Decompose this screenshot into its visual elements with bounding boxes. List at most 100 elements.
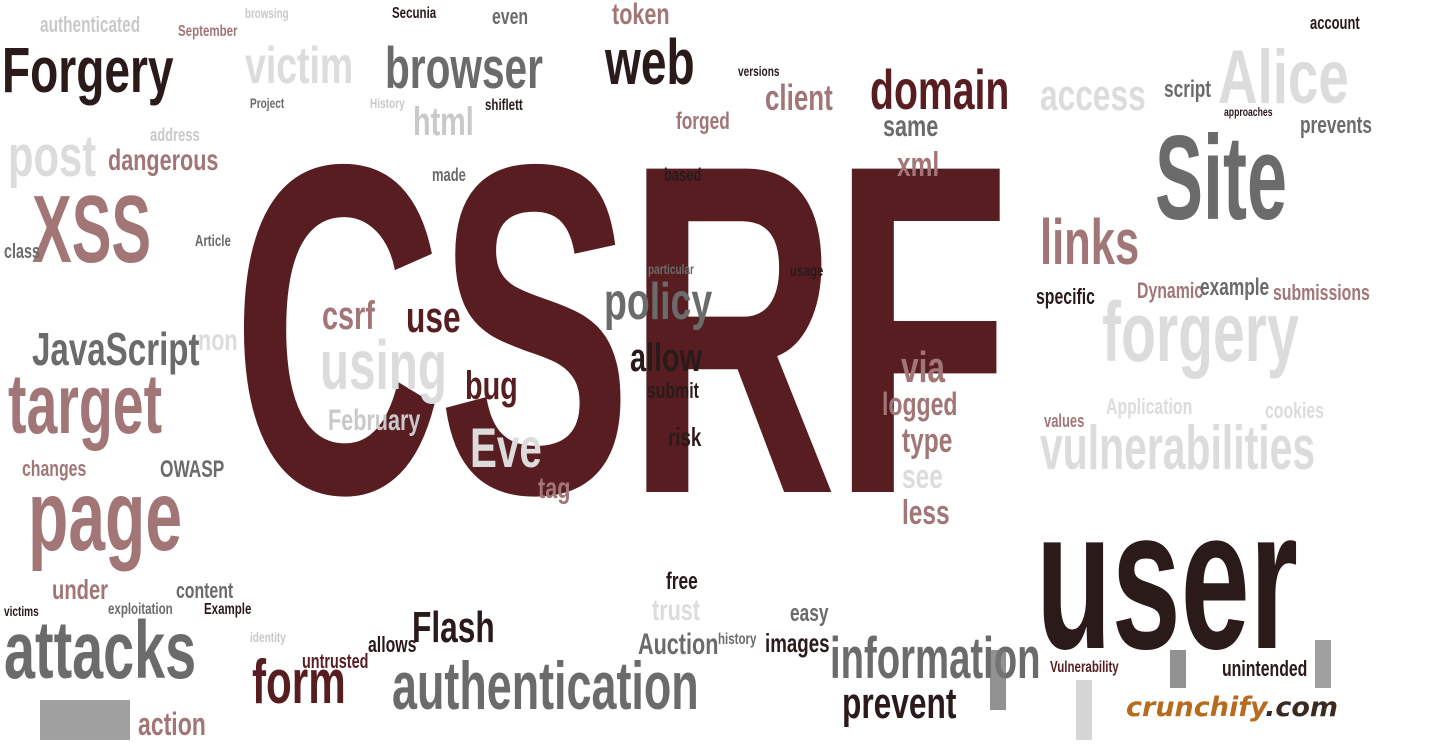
word-forgery: forgery: [1102, 285, 1299, 379]
word-project: Project: [250, 95, 285, 111]
word-web: web: [605, 26, 695, 98]
word-action: action: [138, 706, 206, 740]
word-dangerous: dangerous: [108, 144, 219, 177]
word-even: even: [492, 4, 529, 29]
word-trust: trust: [652, 594, 701, 627]
word-under: under: [52, 574, 109, 605]
word-allow: allow: [630, 336, 703, 380]
word-specific: specific: [1036, 284, 1095, 309]
word-target: target: [8, 357, 163, 451]
word-use: use: [406, 293, 461, 342]
word-prevent: prevent: [842, 679, 957, 728]
word-values: values: [1044, 411, 1085, 431]
word-victim: victim: [245, 37, 354, 95]
word-authentication: authentication: [392, 648, 699, 724]
word-example: Example: [204, 601, 252, 618]
word-prevents: prevents: [1300, 112, 1373, 139]
word-alice: Alice: [1218, 35, 1349, 120]
word-browsing: browsing: [245, 5, 289, 21]
word-owasp: OWASP: [160, 456, 225, 483]
word-particular: particular: [648, 261, 694, 277]
word-unintended: unintended: [1222, 656, 1308, 681]
word-script: script: [1164, 76, 1212, 103]
word-history: history: [718, 631, 757, 648]
word-example: example: [1200, 274, 1270, 301]
partial-glyph-fragment: [990, 650, 1006, 710]
word-free: free: [666, 568, 698, 595]
word-cookies: cookies: [1265, 398, 1324, 423]
word-xml: xml: [897, 146, 940, 184]
word-page: page: [28, 460, 183, 572]
word-authenticated: authenticated: [40, 12, 141, 37]
word-article: Article: [195, 233, 231, 250]
partial-glyph-fragment: [1170, 650, 1186, 700]
word-risk: risk: [668, 422, 702, 452]
word-client: client: [765, 77, 833, 118]
word-submit: submit: [647, 378, 699, 403]
word-vulnerabilities: vulnerabilities: [1040, 414, 1316, 483]
word-forged: forged: [676, 108, 730, 135]
word-non: non: [198, 324, 238, 357]
word-type: type: [902, 422, 953, 460]
word-eve: Eve: [470, 416, 542, 479]
word-history: History: [370, 95, 405, 111]
word-untrusted: untrusted: [302, 651, 369, 673]
word-post: post: [8, 124, 97, 189]
word-site: Site: [1155, 111, 1288, 245]
word-address: address: [150, 125, 200, 145]
word-same: same: [883, 110, 939, 143]
word-allows: allows: [368, 632, 417, 657]
word-shiflett: shiflett: [485, 97, 523, 114]
word-easy: easy: [790, 600, 829, 627]
word-attacks: attacks: [4, 605, 197, 696]
partial-glyph-fragment: [1076, 680, 1092, 740]
word-class: class: [4, 241, 41, 263]
word-bug: bug: [465, 364, 518, 408]
brand-name: crunchify: [1126, 692, 1266, 723]
word-policy: policy: [604, 273, 713, 331]
brand-tld: .com: [1265, 692, 1339, 723]
word-javascript: JavaScript: [32, 323, 200, 375]
word-february: February: [328, 404, 421, 437]
word-vulnerability: Vulnerability: [1050, 659, 1119, 676]
word-logged: logged: [882, 386, 958, 422]
word-exploitation: exploitation: [108, 601, 173, 618]
word-using: using: [320, 326, 447, 404]
word-forgery: Forgery: [2, 34, 174, 106]
word-via: via: [901, 343, 946, 392]
word-dynamic: Dynamic: [1137, 278, 1204, 303]
word-access: access: [1040, 71, 1146, 120]
word-user: user: [1036, 468, 1298, 691]
word-secunia: Secunia: [392, 5, 437, 22]
word-application: Application: [1106, 394, 1193, 419]
word-browser: browser: [385, 36, 543, 101]
word-identity: identity: [250, 629, 286, 645]
word-see: see: [902, 458, 943, 496]
word-approaches: approaches: [1224, 105, 1273, 119]
word-usage: usage: [790, 263, 824, 280]
word-september: September: [178, 23, 238, 40]
word-flash: Flash: [412, 603, 495, 652]
word-changes: changes: [22, 456, 87, 481]
word-domain: domain: [870, 58, 1010, 121]
word-auction: Auction: [638, 628, 719, 661]
word-content: content: [176, 578, 234, 603]
partial-glyph-fragment: [1315, 640, 1331, 700]
word-links: links: [1040, 206, 1140, 278]
word-csrf: CSRF: [232, 67, 1010, 592]
word-tag: tag: [538, 472, 571, 505]
word-submissions: submissions: [1273, 280, 1370, 305]
word-made: made: [432, 165, 466, 185]
word-xss: XSS: [32, 176, 152, 283]
word-token: token: [612, 0, 670, 31]
word-less: less: [902, 494, 950, 532]
word-victims: victims: [4, 603, 39, 619]
word-csrf: csrf: [322, 294, 375, 338]
word-html: html: [413, 100, 474, 144]
word-based: based: [664, 165, 702, 185]
partial-glyph-fragment: [40, 700, 130, 740]
crunchify-logo: crunchify.com: [1120, 688, 1345, 728]
word-versions: versions: [738, 63, 780, 79]
word-account: account: [1310, 13, 1360, 33]
word-images: images: [765, 628, 830, 658]
